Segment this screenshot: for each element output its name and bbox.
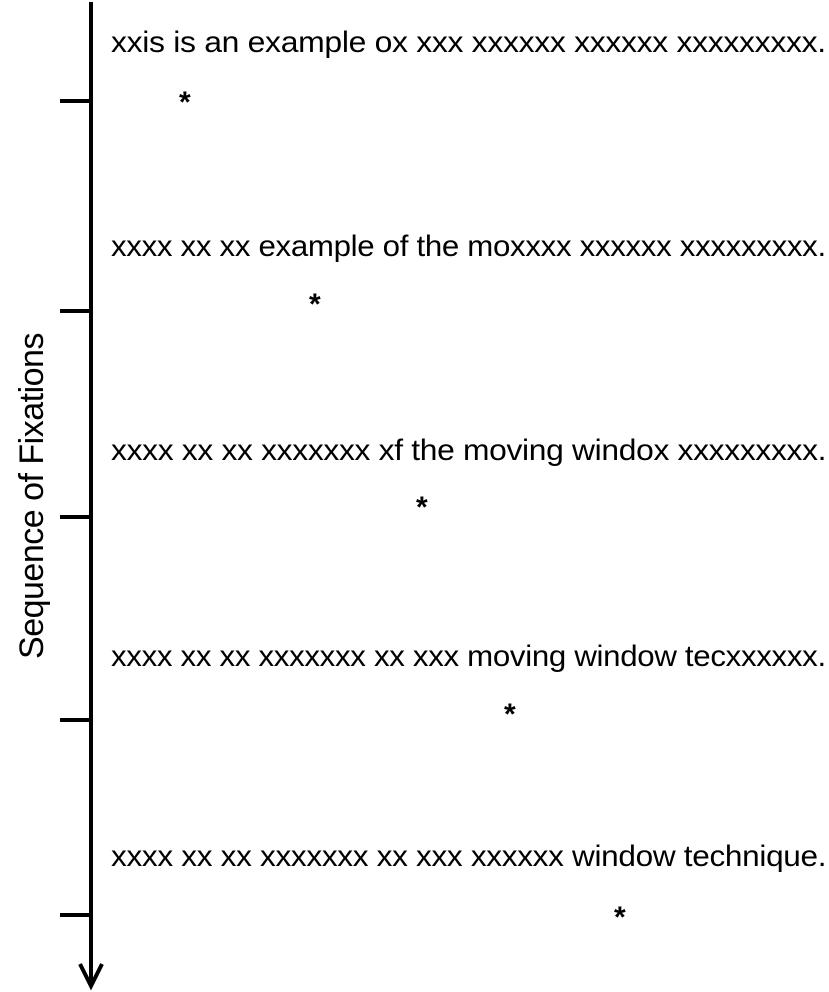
timeline-arrow-head — [78, 963, 104, 991]
fixation-line-2: xxxx xx xx example of the moxxxx xxxxxx … — [111, 230, 826, 263]
fixation-marker-4: * — [504, 698, 516, 731]
fixation-line-3: xxxx xx xx xxxxxxx xf the moving windox … — [111, 434, 827, 467]
fixation-marker-3: * — [416, 491, 428, 524]
axis-label: Sequence of Fixations — [13, 333, 51, 659]
fixation-marker-2: * — [309, 288, 321, 321]
fixation-marker-1: * — [179, 86, 191, 119]
fixation-line-5: xxxx xx xx xxxxxxx xx xxx xxxxxx window … — [111, 840, 827, 873]
fixation-marker-5: * — [614, 901, 626, 934]
fixation-line-4: xxxx xx xx xxxxxxx xx xxx moving window … — [111, 640, 826, 673]
fixation-line-1: xxis is an example ox xxx xxxxxx xxxxxx … — [111, 26, 826, 59]
